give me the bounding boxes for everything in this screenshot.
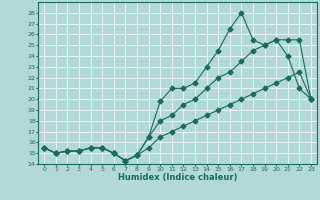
X-axis label: Humidex (Indice chaleur): Humidex (Indice chaleur) xyxy=(118,173,237,182)
